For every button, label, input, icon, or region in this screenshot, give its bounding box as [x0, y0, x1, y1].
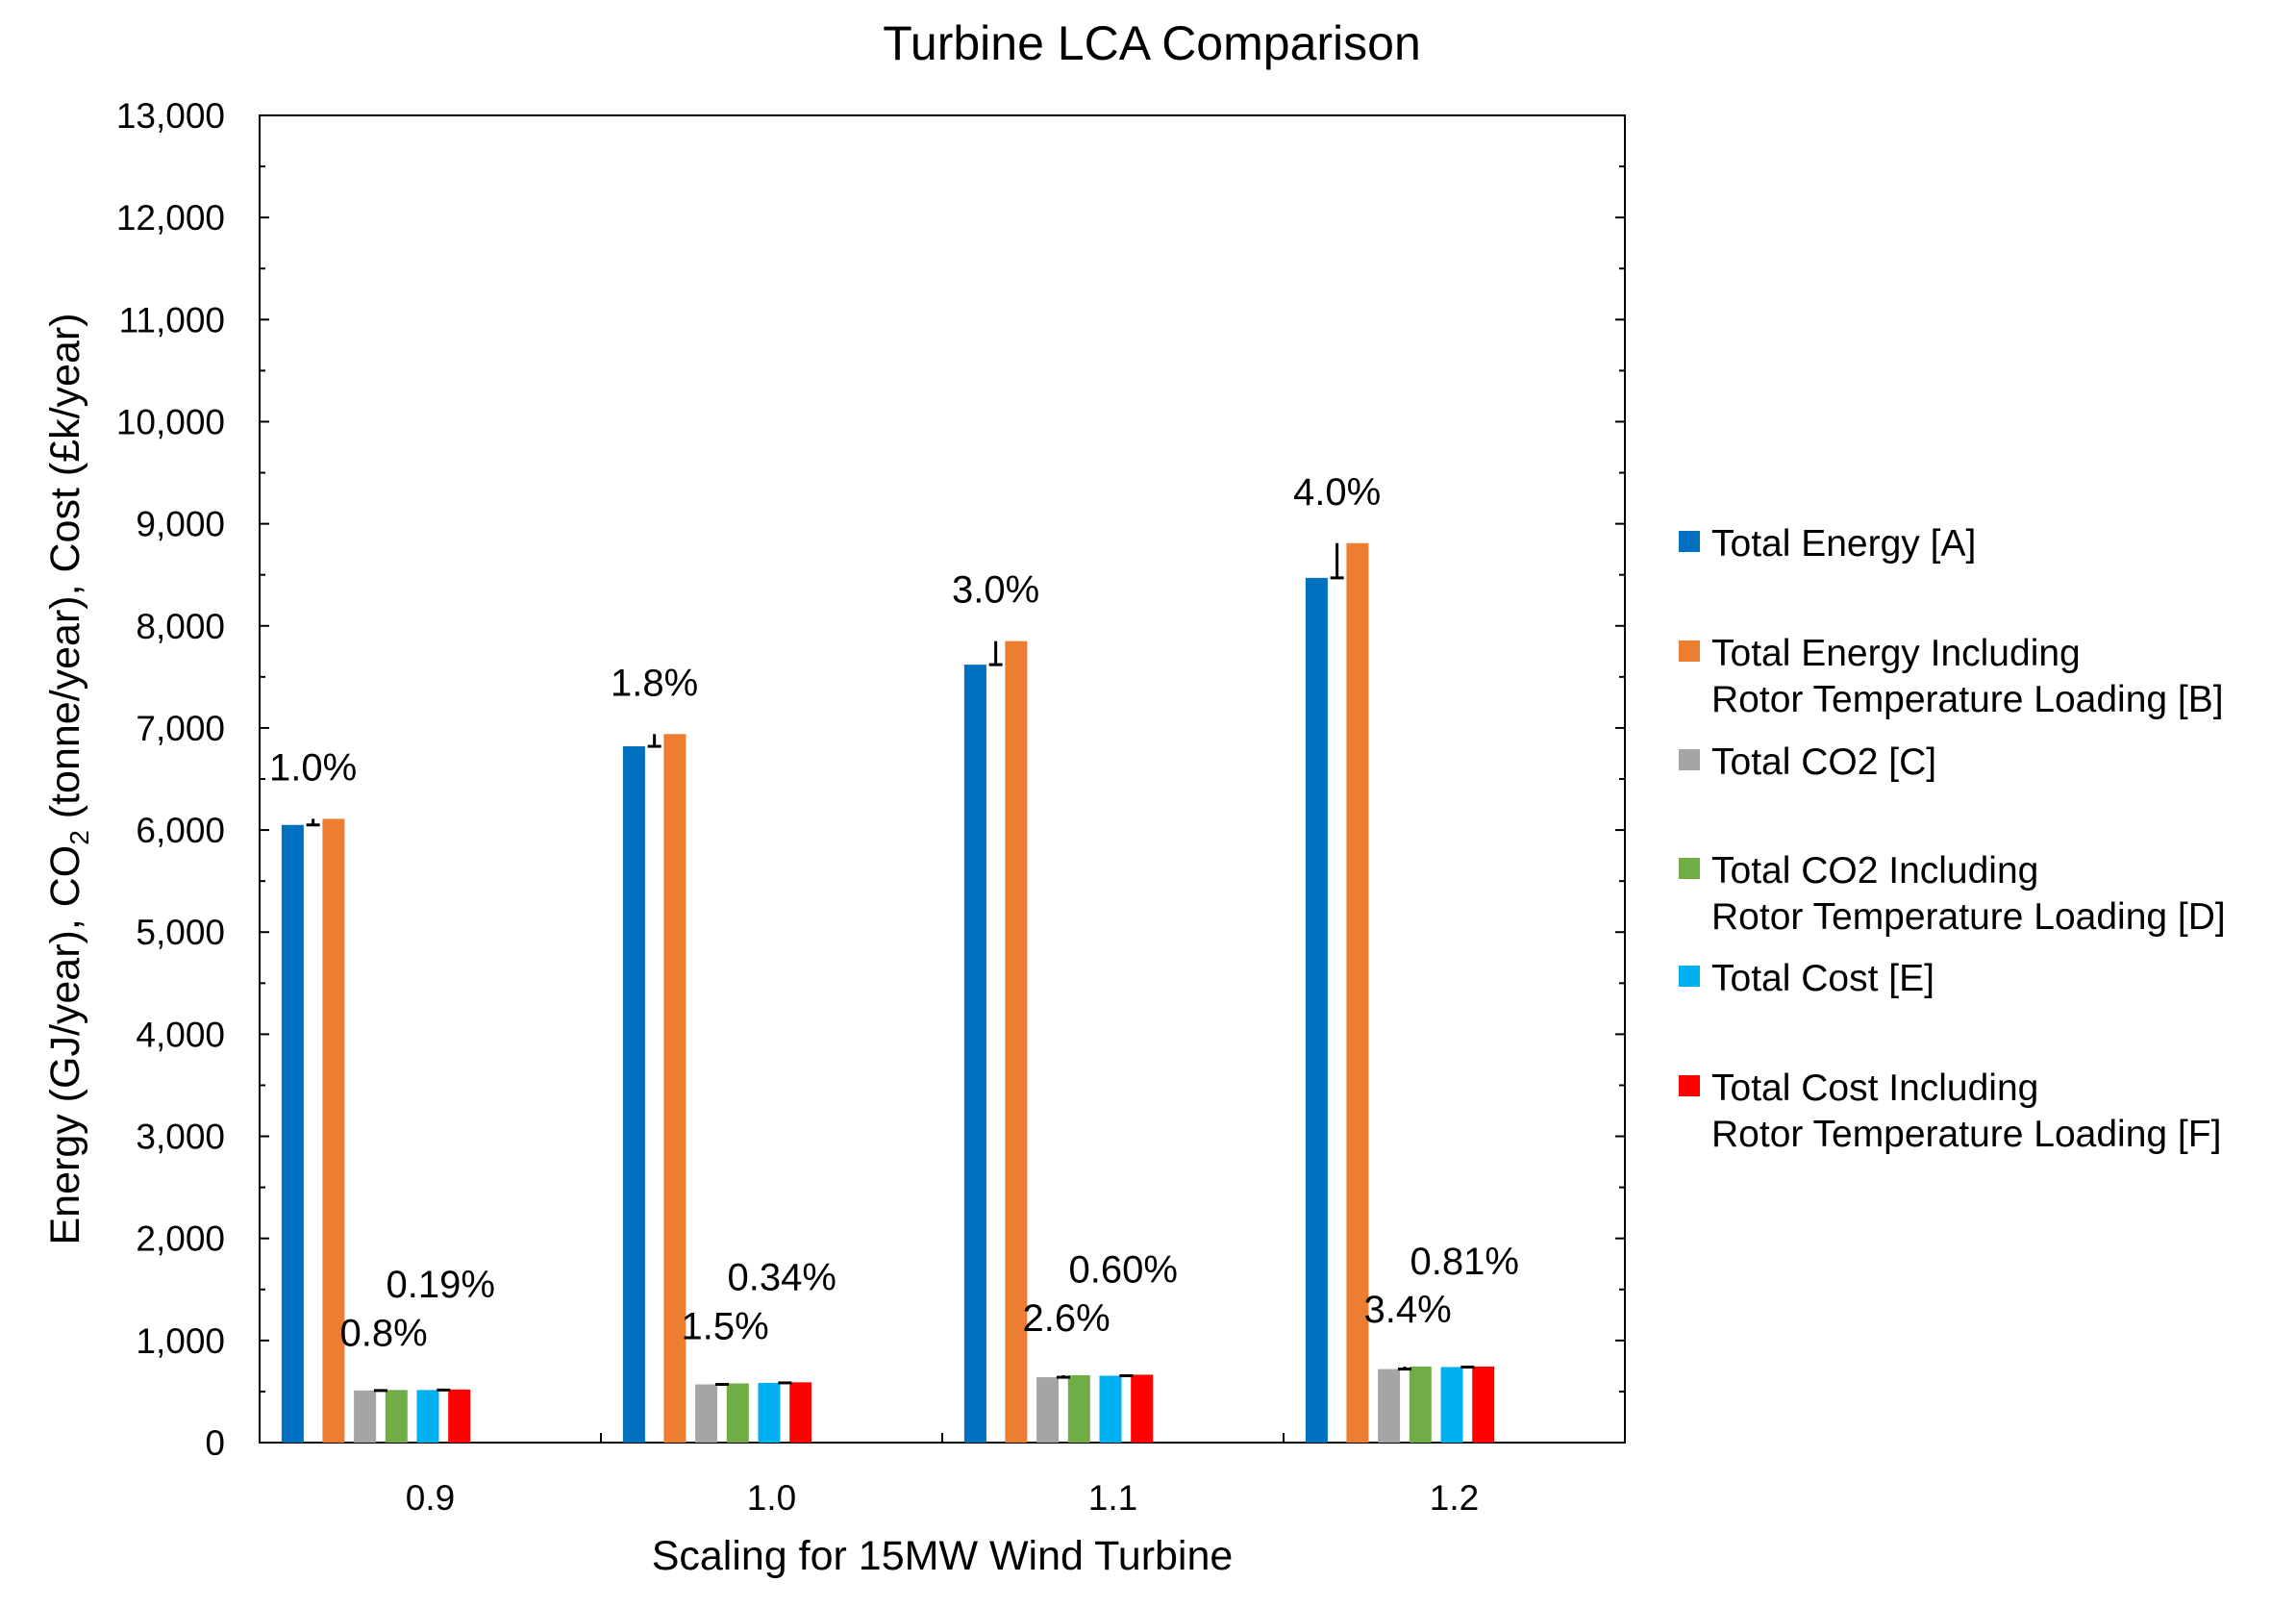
bar — [281, 824, 304, 1443]
co2-percent-label: 1.5% — [682, 1305, 769, 1347]
legend-swatch — [1679, 531, 1700, 552]
y-tick-label: 13,000 — [116, 96, 225, 136]
bar — [1440, 1367, 1463, 1443]
bars-layer — [281, 542, 1495, 1443]
legend: Total Energy [A] Total Energy Including Ro… — [1679, 523, 2226, 1155]
bar — [726, 1383, 749, 1443]
legend-label: Total Energy Including — [1711, 633, 2081, 674]
bar — [1472, 1366, 1495, 1443]
bar — [758, 1382, 781, 1443]
legend-swatch — [1679, 1075, 1700, 1096]
x-axis-tick-labels: 0.9 1.0 1.1 1.2 — [406, 1478, 1479, 1518]
y-axis-label-suffix: (tonne/year), Cost (£k/year) — [42, 313, 88, 830]
x-tick-label: 1.1 — [1088, 1478, 1137, 1518]
bar — [963, 665, 986, 1443]
bar — [354, 1390, 377, 1443]
y-tick-label: 6,000 — [136, 811, 225, 850]
y-tick-label: 12,000 — [116, 198, 225, 238]
legend-label: Total Energy [A] — [1711, 523, 1976, 565]
y-tick-label: 8,000 — [136, 607, 225, 646]
legend-swatch — [1679, 749, 1700, 770]
difference-markers-layer — [306, 542, 1475, 1393]
bar — [385, 1390, 408, 1443]
y-tick-label: 2,000 — [136, 1219, 225, 1259]
legend-label: Total Cost [E] — [1711, 958, 1934, 999]
legend-label: Total Cost Including — [1711, 1068, 2038, 1109]
co2-percent-label: 3.4% — [1364, 1289, 1452, 1331]
x-axis-label: Scaling for 15MW Wind Turbine — [652, 1533, 1234, 1579]
y-tick-label: 0 — [205, 1423, 225, 1463]
legend-label: Total CO2 [C] — [1711, 741, 1936, 783]
cost-percent-label: 0.34% — [727, 1256, 836, 1298]
x-axis-ticks — [600, 1433, 1285, 1443]
y-axis-label-prefix: Energy (GJ/year), CO — [42, 845, 88, 1245]
bar — [695, 1384, 718, 1443]
cost-percent-label: 0.81% — [1410, 1241, 1518, 1283]
bar — [448, 1389, 471, 1443]
y-axis-label-subscript: 2 — [64, 830, 94, 845]
bar — [1346, 542, 1369, 1443]
energy-percent-label: 1.0% — [269, 746, 357, 789]
y-tick-label: 3,000 — [136, 1118, 225, 1157]
y-axis-ticks — [260, 114, 1625, 1444]
bar — [1036, 1377, 1060, 1443]
bar — [1067, 1374, 1090, 1443]
co2-percent-label: 0.8% — [340, 1312, 428, 1354]
x-tick-label: 0.9 — [406, 1478, 455, 1518]
legend-label: Rotor Temperature Loading [B] — [1711, 679, 2224, 720]
bar — [663, 734, 686, 1443]
bar — [1005, 641, 1028, 1443]
y-tick-label: 1,000 — [136, 1321, 225, 1361]
bar — [1378, 1369, 1401, 1443]
bar — [1131, 1374, 1154, 1443]
percent-annotations-layer: 1.0% 0.8% 0.19% 1.8% 1.5% 0.34% 3.0% 2.6% 0.60% 4… — [269, 471, 1519, 1355]
bar — [322, 818, 345, 1443]
bar — [789, 1382, 812, 1443]
legend-swatch — [1679, 858, 1700, 879]
legend-swatch — [1679, 966, 1700, 987]
y-tick-label: 9,000 — [136, 505, 225, 544]
cost-percent-label: 0.19% — [386, 1264, 494, 1306]
y-tick-label: 10,000 — [116, 402, 225, 441]
x-tick-label: 1.0 — [747, 1478, 796, 1518]
chart-title: Turbine LCA Comparison — [883, 16, 1421, 70]
bar — [416, 1390, 439, 1443]
y-tick-label: 7,000 — [136, 709, 225, 748]
y-tick-label: 4,000 — [136, 1015, 225, 1054]
y-axis-label: Energy (GJ/year), CO2 (tonne/year), Cost… — [42, 313, 94, 1244]
y-tick-label: 5,000 — [136, 913, 225, 952]
legend-label: Rotor Temperature Loading [D] — [1711, 896, 2226, 938]
energy-percent-label: 3.0% — [952, 569, 1039, 612]
co2-percent-label: 2.6% — [1023, 1297, 1111, 1340]
bar — [1409, 1366, 1432, 1443]
bar — [1099, 1375, 1122, 1443]
y-tick-label: 11,000 — [119, 300, 225, 339]
legend-swatch — [1679, 641, 1700, 662]
cost-percent-label: 0.60% — [1068, 1248, 1177, 1291]
legend-label: Total CO2 Including — [1711, 850, 2038, 892]
y-axis-tick-labels: 0 1,000 2,000 3,000 4,000 5,000 6,000 7,000 8,00… — [116, 96, 225, 1463]
bar — [622, 746, 645, 1443]
energy-percent-label: 1.8% — [611, 662, 698, 704]
legend-label: Rotor Temperature Loading [F] — [1711, 1114, 2221, 1155]
x-tick-label: 1.2 — [1430, 1478, 1479, 1518]
bar — [1305, 577, 1328, 1443]
energy-percent-label: 4.0% — [1293, 471, 1381, 514]
